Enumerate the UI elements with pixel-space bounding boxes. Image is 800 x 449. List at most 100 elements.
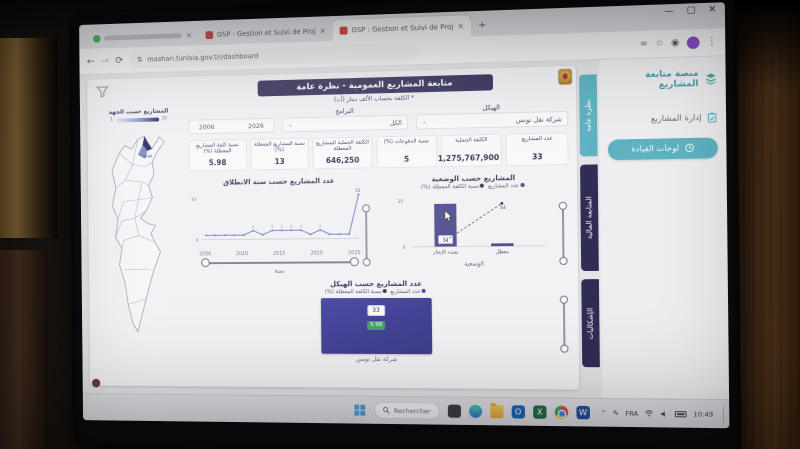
windows-start-icon[interactable] bbox=[354, 404, 366, 416]
url-bar[interactable]: ⇅ mashari.tunisia.gov.tn/dashboard bbox=[129, 42, 420, 69]
status-chart-plot[interactable]: 0 35 31 بصدد الإنجاز معطل 44 bbox=[380, 188, 570, 257]
svg-text:2: 2 bbox=[271, 225, 273, 229]
menu-kebab-icon[interactable]: ⋮ bbox=[707, 36, 717, 48]
search-label: Rechercher bbox=[393, 406, 431, 415]
app-brand: منصة متابعة المشاريع bbox=[607, 68, 717, 92]
file-explorer-icon[interactable] bbox=[490, 405, 504, 419]
edge-icon[interactable] bbox=[468, 404, 483, 419]
browser-tab-2[interactable]: GSP : Gestion et Suivi de Proj × bbox=[199, 20, 333, 45]
structure-y-range-slider[interactable] bbox=[559, 295, 569, 353]
tab3-favicon-icon bbox=[339, 26, 348, 35]
svg-text:2: 2 bbox=[290, 225, 292, 229]
chart-projects-by-structure[interactable]: عدد المشاريع حسب الهيكل عدد المشاريع نسب… bbox=[190, 279, 571, 364]
chevron-down-icon: ⌄ bbox=[287, 121, 293, 129]
tab3-close-icon[interactable]: × bbox=[457, 21, 465, 31]
legend-max: 33 bbox=[161, 116, 167, 122]
tray-chevron-icon[interactable]: ⌃ bbox=[600, 408, 607, 417]
treemap-percent-badge: 5.98 bbox=[367, 320, 386, 330]
outlook-icon[interactable]: O bbox=[511, 405, 525, 419]
legend-bar-dot-icon bbox=[520, 182, 525, 188]
battery-icon[interactable] bbox=[675, 410, 687, 417]
tab-overview-active[interactable]: نظرة عامة bbox=[579, 74, 598, 157]
word-icon[interactable]: W bbox=[576, 405, 590, 420]
svg-text:2: 2 bbox=[300, 225, 302, 229]
wifi-icon[interactable] bbox=[645, 410, 655, 417]
kpi-total-cost: الكلفة الجملية 1,275,767,900 bbox=[438, 133, 503, 168]
filter-funnel-icon[interactable] bbox=[96, 86, 108, 98]
browser-tab-1[interactable]: × bbox=[87, 25, 199, 49]
notification-badge-icon[interactable] bbox=[91, 378, 101, 388]
year-chart-y-range-slider[interactable] bbox=[362, 204, 371, 267]
extension-icon[interactable]: ∞ bbox=[639, 38, 648, 50]
taskbar-search[interactable]: Rechercher bbox=[374, 401, 440, 420]
taskview-icon[interactable] bbox=[447, 404, 461, 418]
kpi-row: عدد المشاريع 33 الكلفة الجملية 1,275,767… bbox=[188, 132, 569, 172]
clock[interactable]: 10:49 bbox=[693, 409, 714, 419]
status-y-range-slider[interactable] bbox=[558, 201, 568, 266]
dashboard-main: متابعة المشاريع العمومية - نظرة عامة * ا… bbox=[188, 71, 571, 385]
platform-logo-icon bbox=[705, 73, 716, 86]
tab2-label: GSP : Gestion et Suivi de Proj bbox=[216, 27, 316, 39]
kpi-stalled-rate: نسبة المشاريع المعطلة (%) 13 bbox=[250, 137, 310, 171]
profile-avatar[interactable] bbox=[686, 36, 700, 50]
svg-text:31: 31 bbox=[442, 238, 448, 244]
program-filter-select[interactable]: الكل ⌄ bbox=[282, 114, 408, 133]
sidebar-item-projects[interactable]: إدارة المشاريع bbox=[608, 112, 718, 125]
tab1-close-icon[interactable]: × bbox=[185, 30, 193, 40]
chart-projects-by-year[interactable]: عدد المشاريع حسب سنة الانطلاق 0 10 2 2 2 2 2 2 1… bbox=[189, 176, 371, 275]
dashboard-card: متابعة المشاريع العمومية - نظرة عامة * ا… bbox=[87, 65, 580, 390]
wall-picture-frame bbox=[0, 38, 58, 238]
url-text: mashari.tunisia.gov.tn/dashboard bbox=[147, 52, 259, 64]
webapp-page: منصة متابعة المشاريع إدارة المشاريع bbox=[79, 56, 730, 400]
excel-icon[interactable]: X bbox=[532, 405, 547, 419]
site-info-icon[interactable]: ⇅ bbox=[137, 55, 143, 64]
system-tray: ⌃ ✎ FRA 10:49 bbox=[600, 399, 726, 428]
refresh-icon[interactable]: ⟳ bbox=[115, 54, 124, 66]
sidebar-item-label: إدارة المشاريع bbox=[650, 112, 702, 124]
monitor-bezel: × GSP : Gestion et Suivi de Proj × GSP :… bbox=[68, 0, 742, 449]
bookmark-star-icon[interactable]: ☆ bbox=[655, 38, 664, 50]
volume-icon[interactable] bbox=[660, 409, 669, 417]
svg-text:2: 2 bbox=[281, 225, 283, 229]
tab-financial-monitoring[interactable]: المتابعة المالية bbox=[580, 164, 599, 272]
kpi-stalled-cost: الكلفة الجملية للمشاريع المعطلة 646,250 bbox=[312, 136, 373, 170]
chart-projects-by-status[interactable]: المشاريع حسب الوضعية عدد المشاريع نسبة ا… bbox=[380, 173, 570, 274]
year-to: 2026 bbox=[247, 121, 264, 130]
close-button[interactable]: ✕ bbox=[708, 4, 717, 16]
tunisia-choropleth-map[interactable]: تونس bbox=[100, 123, 185, 353]
chrome-icon[interactable] bbox=[554, 405, 569, 420]
language-indicator[interactable]: FRA bbox=[625, 408, 639, 418]
browser-tab-3-active[interactable]: GSP : Gestion et Suivi de Proj × bbox=[332, 15, 472, 41]
tab2-close-icon[interactable]: × bbox=[319, 26, 327, 36]
maximize-button[interactable]: ▢ bbox=[686, 5, 696, 16]
svg-text:معطل: معطل bbox=[496, 249, 510, 255]
legend-line-dot-icon bbox=[480, 183, 485, 188]
structure-filter-value: شركة نقل تونس bbox=[515, 114, 563, 124]
legend-min: 1 bbox=[110, 117, 114, 123]
forward-icon[interactable]: → bbox=[101, 55, 109, 67]
sidebar-item-dashboards-active[interactable]: لوحات القيادة bbox=[607, 136, 718, 160]
kpi-payment-rate: نسبة الدفوعات (%) 5 bbox=[376, 135, 437, 169]
pen-icon[interactable]: ✎ bbox=[612, 408, 619, 418]
search-icon bbox=[383, 407, 390, 414]
minimize-button[interactable]: — bbox=[664, 6, 674, 17]
show-desktop-button[interactable] bbox=[722, 405, 726, 423]
app-sidebar: منصة متابعة المشاريع إدارة المشاريع bbox=[598, 56, 730, 400]
svg-text:10: 10 bbox=[191, 197, 197, 203]
tab-issues[interactable]: الإشكاليات bbox=[581, 279, 600, 368]
year-range-slider[interactable] bbox=[201, 257, 359, 268]
legend-dot-icon bbox=[382, 289, 387, 294]
year-range-filter[interactable]: 2006 2026 bbox=[188, 117, 275, 135]
new-tab-button[interactable]: + bbox=[478, 19, 487, 32]
mouse-cursor-icon bbox=[443, 209, 452, 222]
back-icon[interactable]: ← bbox=[86, 55, 95, 67]
sidebar-item-label: لوحات القيادة bbox=[631, 143, 680, 154]
map-color-legend: 1 33 bbox=[95, 116, 183, 123]
structure-treemap-cell[interactable]: 33 5.98 bbox=[320, 297, 433, 355]
share-icon[interactable]: ◉ bbox=[671, 37, 680, 49]
tab1-label-illegible bbox=[104, 33, 183, 41]
year-chart-plot[interactable]: 0 10 2 2 2 2 2 2 10 bbox=[189, 188, 370, 247]
svg-text:بصدد الإنجاز: بصدد الإنجاز bbox=[432, 249, 458, 255]
structure-filter-select[interactable]: شركة نقل تونس ⌄ bbox=[415, 110, 569, 130]
